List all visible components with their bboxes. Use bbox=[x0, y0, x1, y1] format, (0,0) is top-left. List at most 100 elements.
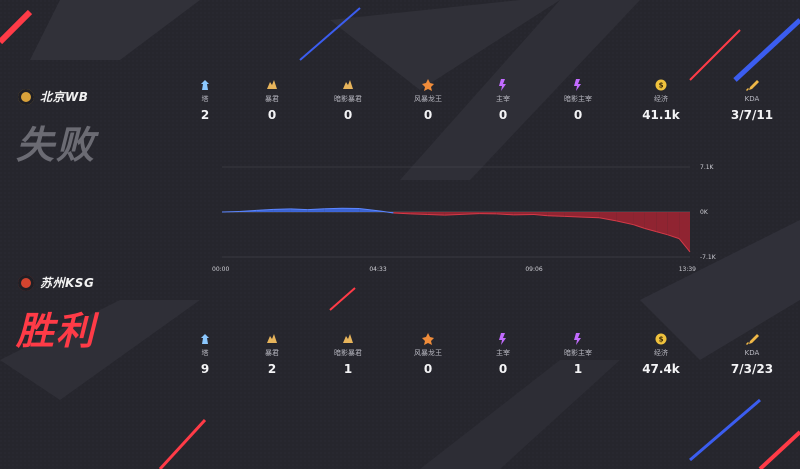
sword-icon bbox=[745, 331, 759, 345]
stat-storm-dragon: 风暴龙王 0 bbox=[388, 331, 468, 376]
gold-diff-line bbox=[581, 216, 600, 219]
stat-value: 7/3/23 bbox=[730, 362, 774, 376]
team-logo-icon bbox=[18, 274, 34, 291]
stat-label: 暗影暴君 bbox=[334, 349, 362, 357]
gold-diff-line bbox=[239, 209, 257, 212]
shadow-tyrant-icon bbox=[341, 77, 355, 91]
stat-gold: $ 经济 47.4k bbox=[621, 331, 701, 376]
team-name: 北京WB bbox=[40, 90, 89, 104]
stat-value: 1 bbox=[343, 362, 353, 376]
tyrant-icon bbox=[265, 77, 279, 91]
gold-icon: $ bbox=[654, 331, 668, 345]
gold-diff-segment bbox=[633, 212, 645, 229]
gold-diff-line bbox=[547, 215, 565, 217]
shadow-overlord-icon bbox=[571, 331, 585, 345]
stat-shadow-overlord: 暗影主宰 1 bbox=[538, 331, 618, 376]
stat-sword: KDA 3/7/11 bbox=[712, 77, 792, 122]
shadow-tyrant-icon bbox=[341, 331, 355, 345]
stat-label: 风暴龙王 bbox=[414, 95, 442, 103]
stat-overlord: 主宰 0 bbox=[463, 331, 543, 376]
tower-icon bbox=[198, 77, 212, 91]
gold-diff-segment bbox=[582, 212, 600, 218]
stat-label: 主宰 bbox=[496, 349, 510, 357]
y-tick-label: 7.1K bbox=[700, 164, 715, 171]
gold-diff-line bbox=[393, 212, 411, 215]
gold-diff-line bbox=[377, 210, 394, 214]
gold-diff-line bbox=[273, 208, 291, 210]
gold-diff-line bbox=[644, 227, 657, 233]
storm-dragon-icon bbox=[421, 331, 435, 345]
stat-overlord: 主宰 0 bbox=[463, 77, 543, 122]
stat-label: 暗影主宰 bbox=[564, 95, 592, 103]
gold-diff-segment bbox=[656, 212, 668, 235]
stat-storm-dragon: 风暴龙王 0 bbox=[388, 77, 468, 122]
stat-gold: $ 经济 41.1k bbox=[621, 77, 701, 122]
stat-label: 暴君 bbox=[265, 349, 279, 357]
gold-diff-line bbox=[633, 224, 646, 229]
gold-diff-line bbox=[667, 234, 680, 240]
gold-diff-line bbox=[221, 210, 240, 213]
stat-shadow-overlord: 暗影主宰 0 bbox=[538, 77, 618, 122]
team-header-1: 北京WB bbox=[18, 88, 88, 105]
gold-diff-segment bbox=[547, 212, 565, 217]
stat-label: 风暴龙王 bbox=[414, 349, 442, 357]
stat-value: 0 bbox=[423, 362, 433, 376]
stat-sword: KDA 7/3/23 bbox=[712, 331, 792, 376]
gold-diff-line bbox=[599, 217, 617, 222]
stat-value: 0 bbox=[423, 108, 433, 122]
gold-diff-line bbox=[256, 208, 274, 211]
x-tick-label: 09:06 bbox=[525, 266, 542, 273]
overlord-icon bbox=[496, 77, 510, 91]
y-tick-label: 0K bbox=[700, 209, 709, 216]
gold-diff-line bbox=[444, 213, 463, 216]
x-tick-label: 04:33 bbox=[369, 266, 386, 273]
shadow-overlord-icon bbox=[571, 77, 585, 91]
svg-text:$: $ bbox=[659, 82, 664, 90]
stat-label: 经济 bbox=[654, 95, 668, 103]
gold-diff-segment bbox=[342, 208, 360, 212]
tyrant-icon bbox=[265, 331, 279, 345]
stat-value: 3/7/11 bbox=[730, 108, 774, 122]
gold-diff-segment bbox=[644, 212, 657, 232]
gold-diff-segment bbox=[324, 208, 342, 212]
stat-value: 0 bbox=[498, 362, 508, 376]
gold-diff-line bbox=[307, 208, 325, 211]
gold-diff-line bbox=[678, 238, 691, 253]
stat-value: 9 bbox=[200, 362, 210, 376]
stat-value: 0 bbox=[343, 108, 353, 122]
sword-icon bbox=[745, 77, 759, 91]
stat-label: 塔 bbox=[201, 349, 209, 357]
result-label-lose: 失败 bbox=[16, 123, 97, 167]
x-tick-label: 00:00 bbox=[212, 266, 229, 273]
x-tick-label: 13:39 bbox=[679, 266, 696, 273]
gold-diff-line bbox=[290, 208, 308, 211]
stat-label: 主宰 bbox=[496, 95, 510, 103]
stat-label: KDA bbox=[744, 349, 760, 357]
stat-label: 暗影主宰 bbox=[564, 349, 592, 357]
stat-value: 1 bbox=[573, 362, 583, 376]
gold-diff-line bbox=[324, 207, 343, 210]
stat-label: 暴君 bbox=[265, 95, 279, 103]
tower-icon bbox=[198, 331, 212, 345]
gold-diff-line bbox=[461, 213, 480, 215]
gold-diff-line bbox=[359, 208, 379, 212]
stat-value: 2 bbox=[200, 108, 210, 122]
stat-value: 0 bbox=[267, 108, 277, 122]
gold-icon: $ bbox=[654, 77, 668, 91]
gold-diff-segment bbox=[599, 212, 617, 221]
stat-tyrant: 暴君 2 bbox=[232, 331, 312, 376]
svg-text:$: $ bbox=[659, 336, 664, 344]
team-header-2: 苏州KSG bbox=[18, 274, 94, 291]
gold-diff-line bbox=[656, 231, 668, 236]
gold-diff-line bbox=[427, 214, 445, 216]
stat-label: KDA bbox=[744, 95, 760, 103]
gold-diff-segment bbox=[564, 212, 582, 218]
team-logo-icon bbox=[18, 88, 34, 105]
storm-dragon-icon bbox=[421, 77, 435, 91]
gold-diff-line bbox=[564, 215, 583, 218]
y-tick-label: -7.1K bbox=[700, 254, 717, 261]
overlord-icon bbox=[496, 331, 510, 345]
